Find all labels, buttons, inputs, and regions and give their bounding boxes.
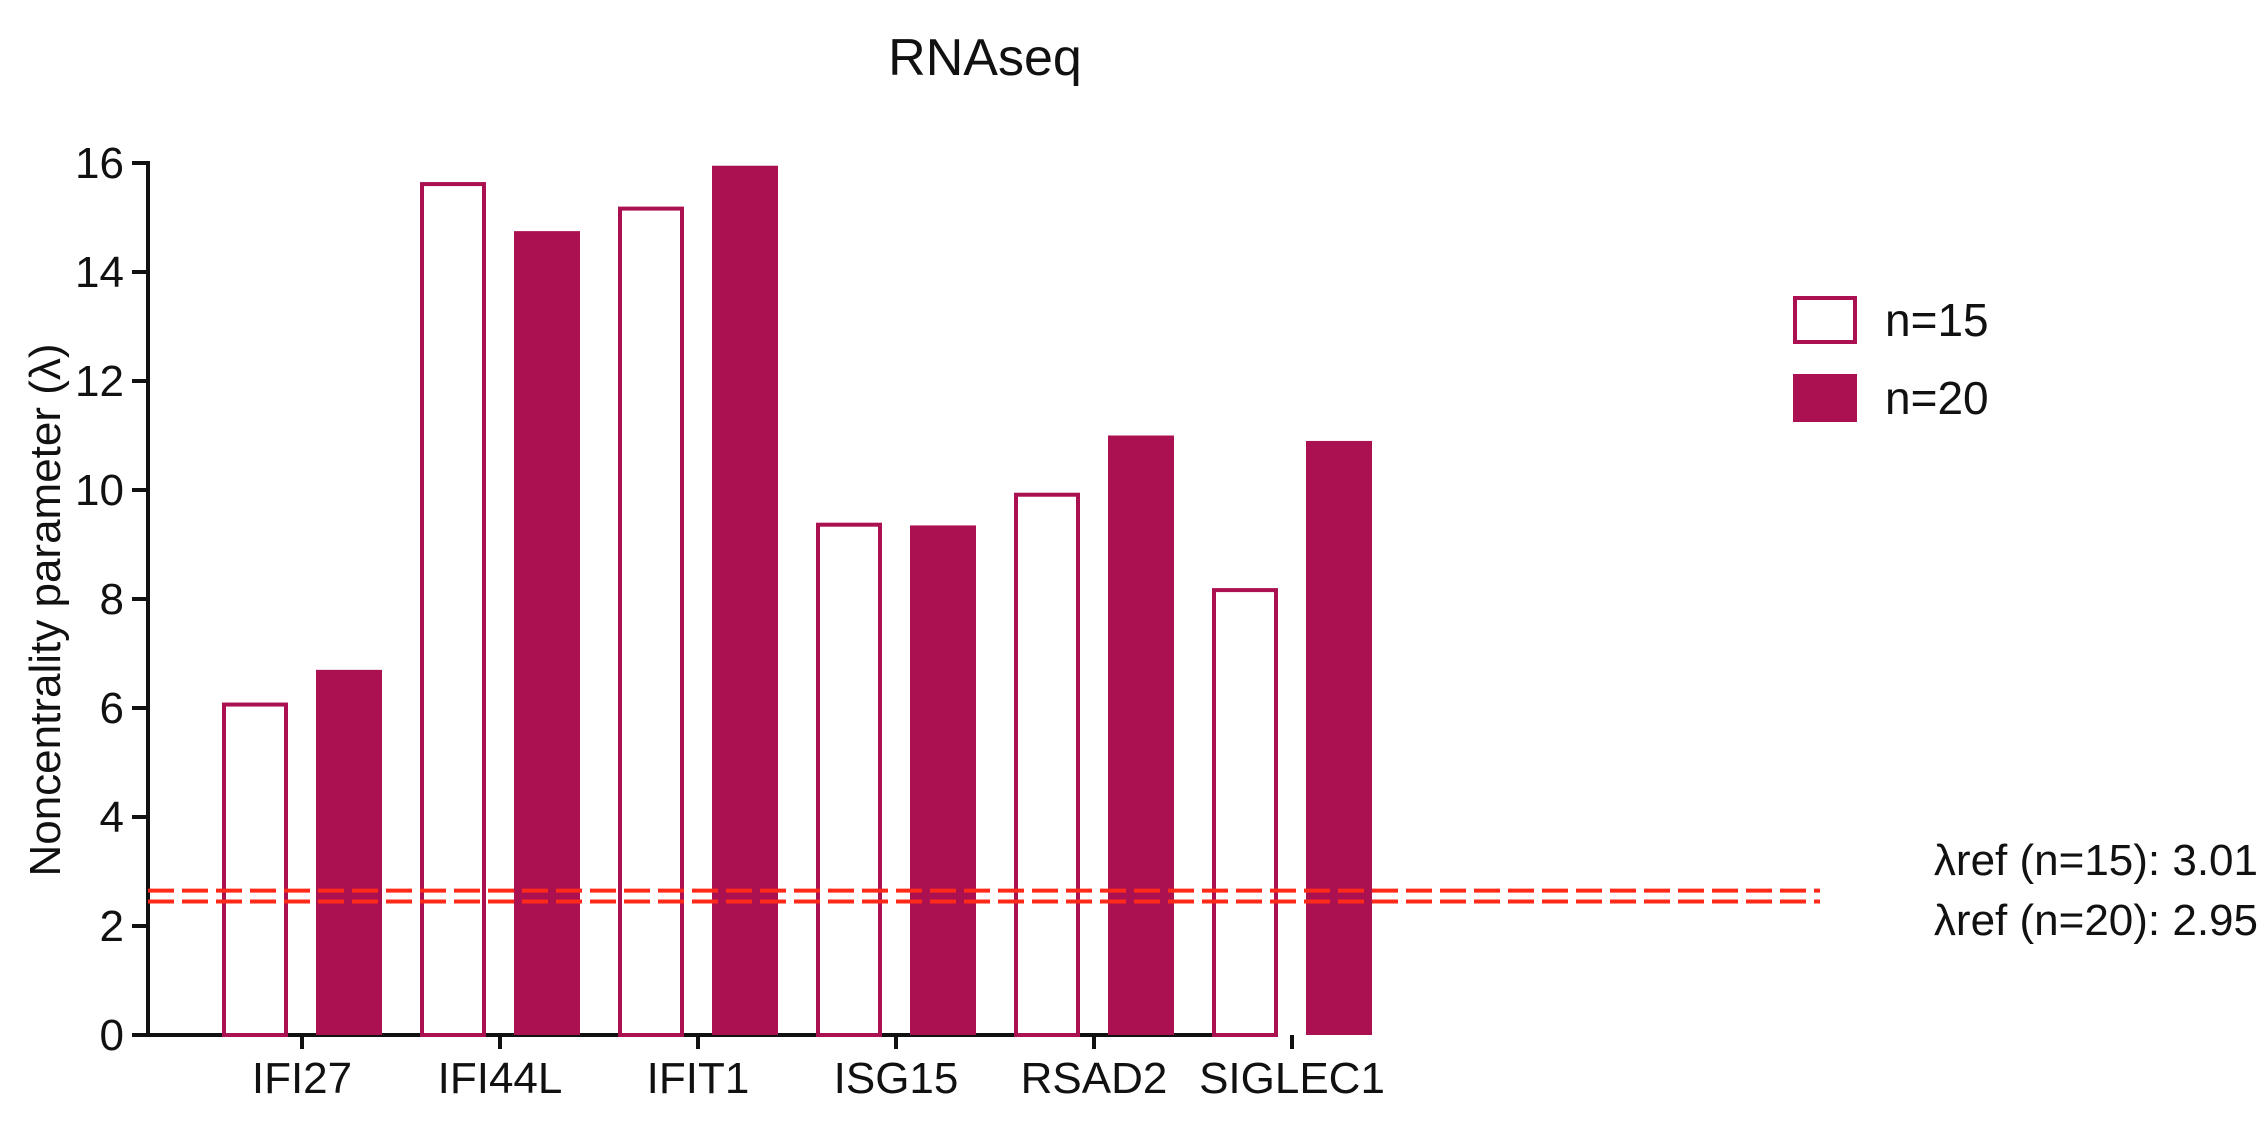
bar-n15-ifit1 xyxy=(618,206,684,1038)
y-tick-label: 10 xyxy=(75,466,124,515)
legend-label: n=15 xyxy=(1885,294,1989,346)
x-tick-label: IFI27 xyxy=(252,1054,352,1103)
reference-label: λref (n=15): 3.01 xyxy=(1934,836,2258,885)
x-tick-label: IFI44L xyxy=(438,1054,563,1103)
x-tick-label: ISG15 xyxy=(834,1054,959,1103)
bar-n20-siglec1 xyxy=(1306,440,1372,1035)
x-tick-label: IFIT1 xyxy=(647,1054,750,1103)
bar-n20-isg15 xyxy=(910,525,976,1035)
y-tick-label: 12 xyxy=(75,357,124,406)
x-tick-label: SIGLEC1 xyxy=(1199,1054,1385,1103)
bar-n15-rsad2 xyxy=(1014,492,1080,1038)
y-tick-label: 16 xyxy=(75,139,124,188)
legend-swatch-filled xyxy=(1793,374,1857,422)
y-tick-label: 8 xyxy=(100,575,124,624)
bar-n15-isg15 xyxy=(816,522,882,1037)
plot-area: 0 2 4 6 8 10 12 14 16 IFI27 IFI44L IFIT1 ISG15 RSAD2 S… xyxy=(75,139,2258,1103)
chart-title: RNAseq xyxy=(888,29,1082,87)
legend-swatch-outline xyxy=(1793,296,1857,344)
y-tick-label: 2 xyxy=(100,902,124,951)
bar-n20-rsad2 xyxy=(1108,435,1174,1035)
bar-n20-ifi44l xyxy=(514,231,580,1035)
y-axis-label: Noncentrality parameter (λ) xyxy=(21,343,70,876)
y-tick-label: 6 xyxy=(100,684,124,733)
bar-n20-ifi27 xyxy=(316,669,382,1035)
reference-label: λref (n=20): 2.95 xyxy=(1934,896,2258,945)
bar-n15-ifi44l xyxy=(420,182,486,1037)
bar-n15-siglec1 xyxy=(1212,588,1278,1037)
legend-label: n=20 xyxy=(1885,372,1989,424)
y-tick-label: 4 xyxy=(100,793,124,842)
bar-n15-ifi27 xyxy=(222,702,288,1037)
bar-n20-ifit1 xyxy=(712,165,778,1036)
y-tick-label: 0 xyxy=(100,1011,124,1060)
x-tick-label: RSAD2 xyxy=(1021,1054,1168,1103)
y-tick-label: 14 xyxy=(75,248,124,297)
